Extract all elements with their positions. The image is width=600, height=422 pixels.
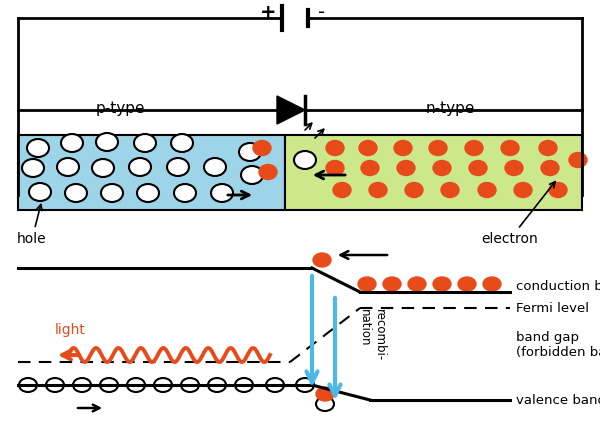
Ellipse shape: [73, 378, 91, 392]
Ellipse shape: [541, 160, 559, 176]
Text: band gap
(forbidden band): band gap (forbidden band): [516, 331, 600, 359]
Ellipse shape: [127, 378, 145, 392]
Ellipse shape: [326, 160, 344, 176]
Ellipse shape: [469, 160, 487, 176]
Ellipse shape: [211, 184, 233, 202]
Ellipse shape: [171, 134, 193, 152]
Text: p-type: p-type: [95, 100, 145, 116]
Ellipse shape: [458, 277, 476, 291]
Ellipse shape: [154, 378, 172, 392]
Ellipse shape: [29, 183, 51, 201]
Ellipse shape: [129, 158, 151, 176]
Ellipse shape: [405, 182, 423, 197]
Text: n-type: n-type: [425, 100, 475, 116]
Text: +: +: [260, 3, 276, 22]
Ellipse shape: [514, 182, 532, 197]
Ellipse shape: [22, 159, 44, 177]
Ellipse shape: [358, 277, 376, 291]
Ellipse shape: [239, 143, 261, 161]
Ellipse shape: [204, 158, 226, 176]
Ellipse shape: [359, 141, 377, 155]
Ellipse shape: [167, 158, 189, 176]
Ellipse shape: [505, 160, 523, 176]
Ellipse shape: [501, 141, 519, 155]
Ellipse shape: [294, 151, 316, 169]
Ellipse shape: [408, 277, 426, 291]
Text: electron: electron: [482, 181, 555, 246]
Bar: [18, 135, 285, 210]
Polygon shape: [277, 96, 305, 124]
Ellipse shape: [259, 165, 277, 179]
Ellipse shape: [478, 182, 496, 197]
Ellipse shape: [174, 184, 196, 202]
Text: hole: hole: [17, 205, 47, 246]
Ellipse shape: [235, 378, 253, 392]
Ellipse shape: [134, 134, 156, 152]
Text: conduction band: conduction band: [516, 281, 600, 293]
Ellipse shape: [539, 141, 557, 155]
Ellipse shape: [101, 184, 123, 202]
Ellipse shape: [19, 378, 37, 392]
Ellipse shape: [65, 184, 87, 202]
Ellipse shape: [549, 182, 567, 197]
Ellipse shape: [208, 378, 226, 392]
Ellipse shape: [57, 158, 79, 176]
Ellipse shape: [241, 166, 263, 184]
Ellipse shape: [61, 134, 83, 152]
Text: recombi-
nation: recombi- nation: [358, 309, 386, 361]
Ellipse shape: [92, 159, 114, 177]
Ellipse shape: [429, 141, 447, 155]
Ellipse shape: [27, 139, 49, 157]
Ellipse shape: [433, 277, 451, 291]
Ellipse shape: [383, 277, 401, 291]
Text: -: -: [319, 3, 326, 22]
Bar: [285, 135, 582, 210]
Text: valence band: valence band: [516, 393, 600, 406]
Ellipse shape: [465, 141, 483, 155]
Ellipse shape: [313, 253, 331, 267]
Ellipse shape: [569, 152, 587, 168]
Ellipse shape: [253, 141, 271, 155]
Ellipse shape: [96, 133, 118, 151]
Ellipse shape: [483, 277, 501, 291]
Ellipse shape: [333, 182, 351, 197]
Ellipse shape: [46, 378, 64, 392]
Ellipse shape: [441, 182, 459, 197]
Text: light: light: [55, 323, 86, 337]
Ellipse shape: [181, 378, 199, 392]
Ellipse shape: [316, 387, 334, 401]
Ellipse shape: [100, 378, 118, 392]
Ellipse shape: [394, 141, 412, 155]
Ellipse shape: [296, 378, 314, 392]
Ellipse shape: [266, 378, 284, 392]
Ellipse shape: [433, 160, 451, 176]
Ellipse shape: [137, 184, 159, 202]
Ellipse shape: [369, 182, 387, 197]
Ellipse shape: [326, 141, 344, 155]
Ellipse shape: [361, 160, 379, 176]
Ellipse shape: [397, 160, 415, 176]
Ellipse shape: [316, 397, 334, 411]
Text: Fermi level: Fermi level: [516, 301, 589, 314]
